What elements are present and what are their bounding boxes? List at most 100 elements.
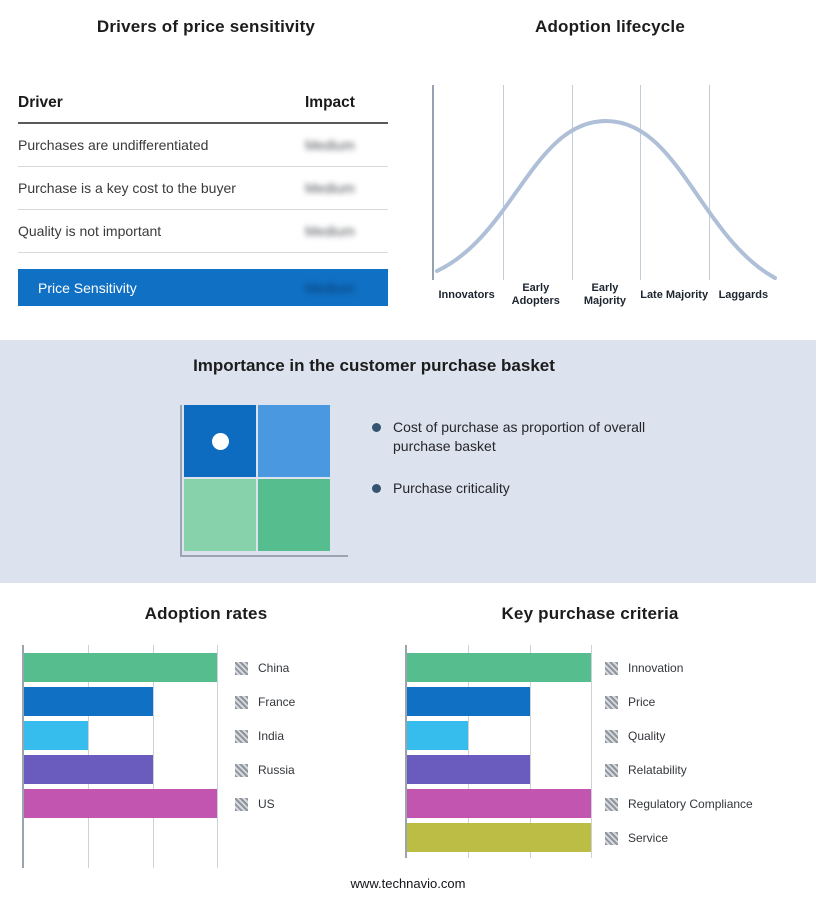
quadrant-chart bbox=[180, 405, 348, 557]
driver-column-header: Driver bbox=[18, 94, 63, 111]
gridline bbox=[591, 645, 592, 858]
legend-label: Price bbox=[628, 695, 656, 709]
table-row: Purchase is a key cost to the buyer Mediu… bbox=[18, 167, 388, 210]
legend-label: France bbox=[258, 695, 296, 709]
gridline bbox=[468, 645, 470, 858]
adoption-rates-title: Adoption rates bbox=[144, 604, 268, 623]
stage-separator-line bbox=[502, 85, 504, 280]
stage-label: Innovators bbox=[438, 288, 495, 301]
legend-label: Regulatory Compliance bbox=[628, 797, 753, 811]
legend-item: Service bbox=[605, 821, 753, 855]
quadrant-cell-4 bbox=[258, 479, 330, 551]
bar-russia bbox=[24, 755, 153, 784]
quadrant-cell-2 bbox=[258, 405, 330, 477]
impact-column-header: Impact bbox=[305, 94, 355, 111]
gridline bbox=[217, 645, 218, 868]
adoption-rates-plot bbox=[22, 645, 218, 868]
bullet-dot bbox=[372, 423, 381, 432]
bullet-text: Purchase criticality bbox=[393, 480, 510, 496]
key-purchase-criteria-legend: Innovation Price Quality Relatability Regula… bbox=[605, 645, 753, 855]
stage-separator-line bbox=[709, 85, 711, 280]
legend-label: India bbox=[258, 729, 285, 743]
legend-item: Innovation bbox=[605, 651, 753, 685]
legend-item: US bbox=[235, 787, 295, 821]
stage-label: Late Majority bbox=[640, 288, 709, 301]
legend-marker bbox=[605, 831, 618, 845]
stage-label: Laggards bbox=[718, 288, 769, 301]
driver-cell: Purchases are undifferentiated bbox=[18, 137, 209, 153]
legend-item: France bbox=[235, 685, 295, 719]
lifecycle-plot bbox=[432, 85, 778, 280]
bar-innovation bbox=[407, 653, 591, 682]
lifecycle-panel-title: Adoption lifecycle bbox=[534, 17, 685, 36]
driver-cell: Purchase is a key cost to the buyer bbox=[18, 180, 236, 196]
legend-item: China bbox=[235, 651, 295, 685]
bullet-text: Cost of purchase as proportion of overal… bbox=[393, 419, 646, 454]
purchase-basket-title: Importance in the customer purchase bask… bbox=[193, 356, 555, 375]
bar-regulatory-compliance bbox=[407, 789, 591, 818]
stage-separator-line bbox=[571, 85, 573, 280]
quadrant-cell-3 bbox=[184, 479, 256, 551]
purchase-basket-bullets: Cost of purchase as proportion of overal… bbox=[372, 418, 651, 521]
bullet-item: Purchase criticality bbox=[372, 479, 651, 498]
bar-china bbox=[24, 653, 217, 682]
lifecycle-stage-labels: Innovators Early Adopters Early Majority La… bbox=[432, 280, 778, 310]
legend-marker bbox=[235, 661, 248, 675]
legend-item: Quality bbox=[605, 719, 753, 753]
legend-marker bbox=[605, 695, 618, 709]
bullet-item: Cost of purchase as proportion of overal… bbox=[372, 418, 651, 456]
website-url: www.technavio.com bbox=[350, 876, 466, 891]
legend-marker bbox=[605, 661, 618, 675]
legend-label: China bbox=[258, 661, 290, 675]
bar-quality bbox=[407, 721, 469, 750]
legend-label: Innovation bbox=[628, 661, 684, 675]
drivers-impact-table: Driver Impact Purchases are undifferenti… bbox=[18, 88, 388, 306]
legend-item: Regulatory Compliance bbox=[605, 787, 753, 821]
bar-us bbox=[24, 789, 217, 818]
key-purchase-criteria-title: Key purchase criteria bbox=[501, 604, 679, 623]
legend-label: US bbox=[258, 797, 275, 811]
stage-separator-line bbox=[640, 85, 642, 280]
price-sensitivity-impact-redacted: Medium bbox=[305, 279, 355, 296]
legend-item: India bbox=[235, 719, 295, 753]
impact-cell-redacted: Medium bbox=[305, 137, 355, 153]
gridline bbox=[529, 645, 531, 858]
impact-cell-redacted: Medium bbox=[305, 180, 355, 196]
bell-curve bbox=[434, 118, 778, 280]
legend-marker bbox=[605, 729, 618, 743]
legend-marker bbox=[235, 797, 248, 811]
legend-marker bbox=[235, 695, 248, 709]
table-header-row: Driver Impact bbox=[18, 88, 388, 124]
price-sensitivity-row: Price Sensitivity Medium bbox=[18, 269, 388, 306]
drivers-panel-title: Drivers of price sensitivity bbox=[96, 17, 316, 36]
legend-item: Relatability bbox=[605, 753, 753, 787]
legend-label: Russia bbox=[258, 763, 295, 777]
legend-item: Price bbox=[605, 685, 753, 719]
bullet-dot bbox=[372, 484, 381, 493]
legend-label: Service bbox=[628, 831, 669, 845]
table-row: Purchases are undifferentiated Medium bbox=[18, 124, 388, 167]
legend-label: Relatability bbox=[628, 763, 687, 777]
price-sensitivity-label: Price Sensitivity bbox=[38, 279, 137, 296]
legend-marker bbox=[235, 763, 248, 777]
quadrant-grid bbox=[184, 405, 330, 551]
bar-relatability bbox=[407, 755, 530, 784]
gridline bbox=[152, 645, 154, 868]
table-body: Purchases are undifferentiated Medium Purc… bbox=[18, 124, 388, 253]
table-row: Quality is not important Medium bbox=[18, 210, 388, 253]
legend-marker bbox=[235, 729, 248, 743]
key-purchase-criteria-plot bbox=[405, 645, 592, 858]
legend-label: Quality bbox=[628, 729, 666, 743]
legend-marker bbox=[605, 797, 618, 811]
legend-marker bbox=[605, 763, 618, 777]
bar-service bbox=[407, 823, 591, 852]
position-marker-dot bbox=[211, 432, 229, 450]
impact-cell-redacted: Medium bbox=[305, 223, 355, 239]
stage-label: Early Majority bbox=[583, 282, 627, 307]
bar-france bbox=[24, 687, 153, 716]
bar-price bbox=[407, 687, 530, 716]
adoption-rates-legend: China France India Russia US bbox=[235, 645, 295, 821]
purchase-basket-section: Importance in the customer purchase bask… bbox=[0, 340, 816, 583]
driver-cell: Quality is not important bbox=[18, 223, 162, 239]
